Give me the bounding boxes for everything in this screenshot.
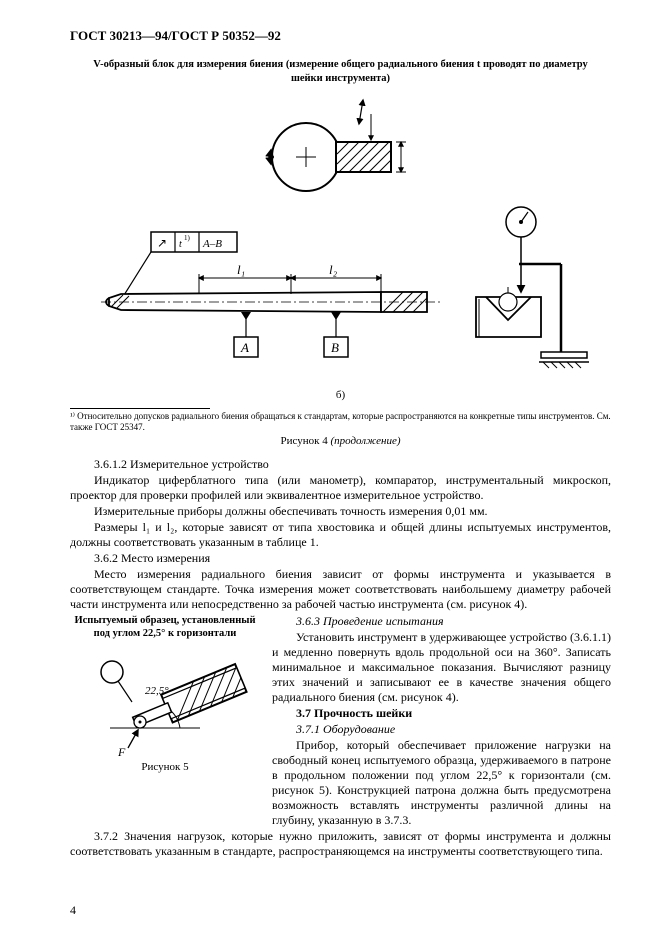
- p-371-a: Прибор, который обеспечивает приложение …: [272, 738, 611, 828]
- dim-l1: l₁: [237, 262, 245, 277]
- tolerance-sup: 1): [184, 234, 191, 242]
- p-363-head: 3.6.3 Проведение испытания: [272, 614, 611, 629]
- tool-shaft: [101, 292, 441, 312]
- footnote-rule: [70, 408, 210, 409]
- figure4-sublabel: б): [70, 389, 611, 403]
- figure5-svg: 22,5° F: [70, 644, 260, 759]
- tolerance-value: t: [179, 239, 182, 250]
- figure4-lower: ↗ t 1) A–B: [70, 202, 611, 387]
- page: ГОСТ 30213—94/ГОСТ Р 50352—92 V-образный…: [0, 0, 661, 936]
- datum-a: A: [234, 312, 258, 357]
- dim-l2: l₂: [329, 262, 338, 277]
- figure5-block: Испытуемый образец, установленный под уг…: [70, 614, 260, 829]
- fig5-force: F: [117, 745, 126, 759]
- tolerance-ref: A–B: [202, 238, 222, 250]
- p-3612-c: Размеры l₁ и l₂, которые зависят от типа…: [70, 520, 611, 550]
- p-3612-head: 3.6.1.2 Измерительное устройство: [70, 457, 611, 472]
- figure5-title: Испытуемый образец, установленный под уг…: [70, 614, 260, 640]
- indicator-assembly: [476, 207, 589, 368]
- tolerance-frame: ↗ t 1) A–B: [121, 232, 237, 300]
- tolerance-symbol: ↗: [157, 236, 167, 250]
- p-371-head: 3.7.1 Оборудование: [272, 722, 611, 737]
- p-362-head: 3.6.2 Место измерения: [70, 551, 611, 566]
- two-column-block: Испытуемый образец, установленный под уг…: [70, 614, 611, 829]
- document-header: ГОСТ 30213—94/ГОСТ Р 50352—92: [70, 28, 611, 44]
- p-3612-b: Измерительные приборы должны обеспечиват…: [70, 504, 611, 519]
- figure5-caption: Рисунок 5: [70, 761, 260, 775]
- fig5-angle: 22,5°: [145, 685, 169, 697]
- p-3612-a: Индикатор циферблатного типа (или маноме…: [70, 473, 611, 503]
- p-362-a: Место измерения радиального биения завис…: [70, 567, 611, 612]
- figure4-footnote: ¹⁾ Относительно допусков радиального бие…: [70, 411, 611, 433]
- p-37-head: 3.7 Прочность шейки: [272, 706, 611, 721]
- figure4-caption: Рисунок 4 (продолжение): [70, 435, 611, 449]
- right-column-text: 3.6.3 Проведение испытания Установить ин…: [272, 614, 611, 829]
- svg-text:B: B: [331, 340, 339, 355]
- figure4-title: V-образный блок для измерения биения (из…: [80, 58, 601, 85]
- p-363-a: Установить инструмент в удерживающее уст…: [272, 630, 611, 705]
- datum-b: B: [324, 312, 348, 357]
- svg-text:A: A: [240, 340, 249, 355]
- p-372: 3.7.2 Значения нагрузок, которые нужно п…: [70, 829, 611, 859]
- page-number: 4: [70, 903, 76, 918]
- figure4-upper: [70, 92, 611, 202]
